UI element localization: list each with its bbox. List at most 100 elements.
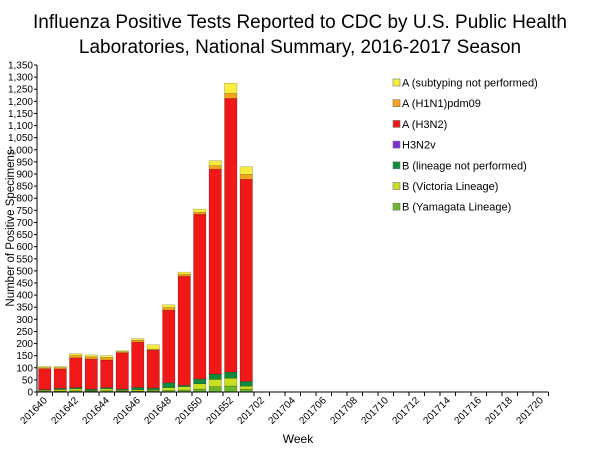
bar-segment-201643-5 xyxy=(85,357,98,359)
x-tick-label: 201646 xyxy=(111,395,143,427)
y-tick-label: 550 xyxy=(16,254,33,265)
y-tick-label: 1,150 xyxy=(8,109,33,120)
x-tick-label: 201640 xyxy=(18,395,50,427)
bar-segment-201650-6 xyxy=(194,209,207,212)
bar-segment-201648-6 xyxy=(163,305,176,308)
bar-segment-201648-1 xyxy=(163,388,176,391)
x-axis-label: Week xyxy=(283,432,314,446)
bar-segment-201642-6 xyxy=(70,354,83,356)
y-tick-label: 800 xyxy=(16,194,33,205)
bar-segment-201652-4 xyxy=(225,98,238,372)
y-tick-label: 850 xyxy=(16,182,33,193)
y-tick-label: 900 xyxy=(16,170,33,181)
x-tick-label: 201714 xyxy=(421,395,453,427)
legend-swatch xyxy=(393,141,400,148)
bar-segment-201646-6 xyxy=(132,339,145,340)
bar-segment-201645-4 xyxy=(116,353,129,389)
y-tick-label: 300 xyxy=(16,315,33,326)
bar-segment-201651-2 xyxy=(209,374,222,379)
bar-segment-201646-4 xyxy=(132,342,145,387)
bar-segment-201651-5 xyxy=(209,166,222,169)
y-tick-label: 1,050 xyxy=(8,133,33,144)
bar-segment-201648-4 xyxy=(163,310,176,383)
x-tick-label: 201704 xyxy=(266,395,298,427)
bar-segment-201652-2 xyxy=(225,372,238,378)
legend-swatch xyxy=(393,120,400,127)
bar-segment-201701-2 xyxy=(240,381,253,386)
y-tick-label: 0 xyxy=(27,388,33,399)
y-tick-label: 750 xyxy=(16,206,33,217)
bar-segment-201643-4 xyxy=(85,359,98,389)
legend-swatch xyxy=(393,203,400,210)
y-tick-label: 1,350 xyxy=(8,61,33,72)
y-tick-label: 250 xyxy=(16,327,33,338)
bar-segment-201646-5 xyxy=(132,340,145,342)
legend-label: B (Yamagata Lineage) xyxy=(402,202,511,214)
bar-segment-201651-6 xyxy=(209,161,222,166)
bar-segment-201648-5 xyxy=(163,308,176,310)
bar-segment-201649-4 xyxy=(178,276,191,385)
legend-label: A (H1N1)pdm09 xyxy=(402,98,481,110)
bar-segment-201642-5 xyxy=(70,356,83,358)
bar-segment-201652-5 xyxy=(225,94,238,99)
bar-segment-201641-4 xyxy=(54,369,67,388)
y-tick-label: 350 xyxy=(16,303,33,314)
bar-segment-201651-4 xyxy=(209,169,222,374)
bar-segment-201647-2 xyxy=(147,388,160,390)
x-tick-label: 201644 xyxy=(80,395,112,427)
legend-label: B (lineage not performed) xyxy=(402,160,527,172)
legend-swatch xyxy=(393,79,400,86)
bar-segment-201642-4 xyxy=(70,358,83,388)
y-tick-label: 700 xyxy=(16,218,33,229)
y-tick-label: 1,200 xyxy=(8,97,33,108)
legend-label: A (subtyping not performed) xyxy=(402,78,538,90)
y-tick-label: 1,250 xyxy=(8,85,33,96)
legend-swatch xyxy=(393,162,400,169)
y-tick-label: 100 xyxy=(16,363,33,374)
bar-segment-201640-4 xyxy=(39,369,52,390)
y-tick-label: 1,000 xyxy=(8,145,33,156)
y-axis-label: Number of Positive Specimens xyxy=(5,149,17,306)
x-tick-label: 201642 xyxy=(49,395,81,427)
bar-segment-201647-4 xyxy=(147,350,160,388)
y-tick-label: 1,300 xyxy=(8,73,33,84)
y-tick-label: 150 xyxy=(16,351,33,362)
y-tick-label: 600 xyxy=(16,242,33,253)
bar-segment-201645-6 xyxy=(116,351,129,352)
bar-segment-201649-5 xyxy=(178,274,191,276)
bar-segment-201701-4 xyxy=(240,179,253,381)
bar-segment-201650-5 xyxy=(194,212,207,214)
bar-segment-201643-6 xyxy=(85,355,98,357)
bar-segment-201652-1 xyxy=(225,378,238,386)
y-tick-label: 50 xyxy=(22,375,34,386)
x-tick-label: 201716 xyxy=(452,395,484,427)
bar-segment-201644-4 xyxy=(101,360,114,388)
x-tick-label: 201718 xyxy=(483,395,515,427)
x-tick-label: 201720 xyxy=(514,395,546,427)
x-tick-label: 201710 xyxy=(359,395,391,427)
legend-label: A (H3N2) xyxy=(402,119,447,131)
legend-swatch xyxy=(393,183,400,190)
bar-segment-201650-4 xyxy=(194,214,207,379)
bar-segment-201646-2 xyxy=(132,387,145,389)
legend-label: B (Victoria Lineage) xyxy=(402,181,498,193)
x-tick-label: 201648 xyxy=(142,395,174,427)
x-tick-label: 201702 xyxy=(235,395,267,427)
x-tick-label: 201652 xyxy=(204,395,236,427)
y-tick-label: 200 xyxy=(16,339,33,350)
bar-segment-201652-0 xyxy=(225,386,238,392)
bar-segment-201647-6 xyxy=(147,345,160,349)
bar-segment-201641-6 xyxy=(54,367,67,368)
x-tick-label: 201706 xyxy=(297,395,329,427)
bar-segment-201644-6 xyxy=(101,356,114,358)
bar-segment-201652-6 xyxy=(225,83,238,93)
bar-segment-201651-1 xyxy=(209,379,222,386)
chart-title-line-1: Influenza Positive Tests Reported to CDC… xyxy=(33,12,567,33)
bar-segment-201701-5 xyxy=(240,174,253,179)
y-tick-label: 450 xyxy=(16,279,33,290)
legend-label: H3N2v xyxy=(402,140,436,152)
y-tick-label: 500 xyxy=(16,266,33,277)
bar-segment-201649-6 xyxy=(178,272,191,274)
y-tick-label: 1,100 xyxy=(8,121,33,132)
